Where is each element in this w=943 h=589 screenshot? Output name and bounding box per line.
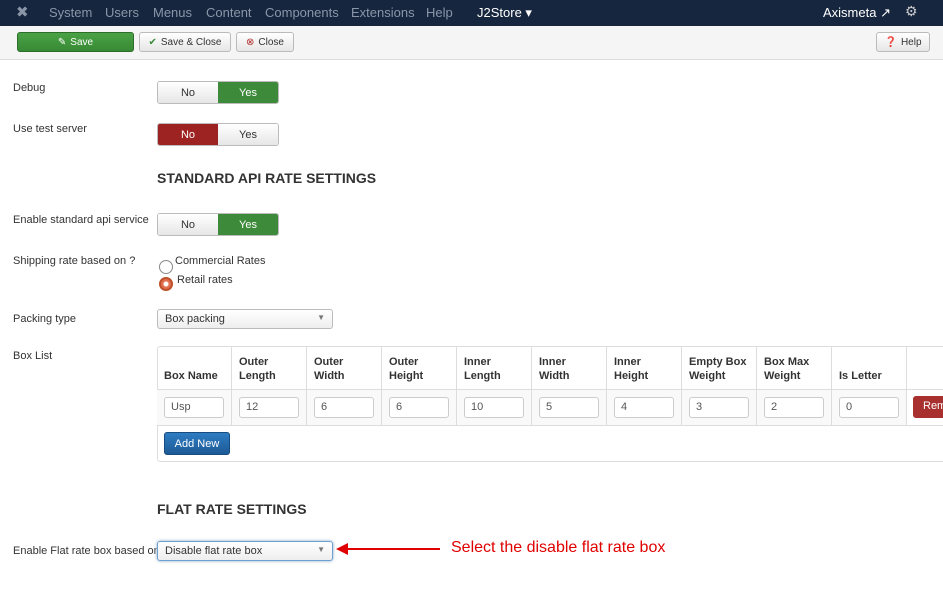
menu-menus[interactable]: Menus <box>153 5 193 20</box>
save-close-button[interactable]: ✔ Save & Close <box>139 32 231 52</box>
debug-no[interactable]: No <box>158 82 218 103</box>
menu-help[interactable]: Help <box>426 5 453 20</box>
commercial-radio[interactable] <box>159 260 173 274</box>
test-server-yes[interactable]: Yes <box>218 124 278 145</box>
debug-label: Debug <box>13 82 46 94</box>
debug-yes[interactable]: Yes <box>218 82 278 103</box>
menu-content[interactable]: Content <box>206 5 252 20</box>
retail-label: Retail rates <box>177 274 233 286</box>
annotation-arrow-icon <box>336 543 440 555</box>
inner-length-input[interactable] <box>464 396 524 418</box>
packing-select[interactable]: Box packing ▼ <box>157 309 333 329</box>
question-icon: ❓ <box>884 36 897 48</box>
enable-std-no[interactable]: No <box>158 214 218 235</box>
packing-label: Packing type <box>13 313 76 325</box>
box-table: Box Name Outer Length Outer Width Outer … <box>157 346 943 426</box>
enable-std-yes[interactable]: Yes <box>218 214 278 235</box>
box-max-weight-input[interactable] <box>764 396 824 418</box>
menu-components[interactable]: Components <box>265 5 339 20</box>
toolbar: ✎ Save ✔ Save & Close ⊗ Close ❓ Help <box>0 26 943 60</box>
col-header: Is Letter <box>831 346 907 390</box>
table-row: Remove <box>157 389 943 426</box>
test-server-toggle[interactable]: No Yes <box>157 123 279 146</box>
col-header: Inner Height <box>606 346 682 390</box>
empty-box-weight-input[interactable] <box>689 396 749 418</box>
col-header: Outer Length <box>231 346 307 390</box>
caret-down-icon: ▼ <box>317 313 325 322</box>
box-name-input[interactable] <box>164 396 224 418</box>
test-server-no[interactable]: No <box>158 124 218 145</box>
retail-radio[interactable] <box>159 277 173 291</box>
edit-icon: ✎ <box>57 36 67 48</box>
check-icon: ✔ <box>148 36 157 48</box>
close-button[interactable]: ⊗ Close <box>236 32 294 52</box>
rate-based-label: Shipping rate based on ? <box>13 255 136 267</box>
test-server-label: Use test server <box>13 123 87 135</box>
caret-down-icon: ▼ <box>317 545 325 554</box>
joomla-logo-icon[interactable]: ✖ <box>16 4 29 21</box>
annotation-text: Select the disable flat rate box <box>451 539 666 556</box>
flat-rate-select[interactable]: Disable flat rate box ▼ <box>157 541 333 561</box>
outer-length-input[interactable] <box>239 396 299 418</box>
top-navbar: ✖ System Users Menus Content Components … <box>0 0 943 26</box>
flat-rate-heading: FLAT RATE SETTINGS <box>157 501 307 517</box>
user-link[interactable]: Axismeta ↗ <box>823 5 891 20</box>
help-button[interactable]: ❓ Help <box>876 32 930 52</box>
close-icon: ⊗ <box>246 36 255 48</box>
menu-extensions[interactable]: Extensions <box>351 5 415 20</box>
save-button[interactable]: ✎ Save <box>17 32 134 52</box>
col-header: Empty Box Weight <box>681 346 757 390</box>
add-new-button[interactable]: Add New <box>164 432 230 455</box>
enable-std-toggle[interactable]: No Yes <box>157 213 279 236</box>
menu-users[interactable]: Users <box>105 5 139 20</box>
box-list-label: Box List <box>13 350 53 362</box>
outer-width-input[interactable] <box>314 396 374 418</box>
col-header: Inner Length <box>456 346 532 390</box>
standard-api-heading: STANDARD API RATE SETTINGS <box>157 170 377 186</box>
debug-toggle[interactable]: No Yes <box>157 81 279 104</box>
enable-std-label: Enable standard api service <box>13 214 149 226</box>
menu-j2store[interactable]: J2Store ▾ <box>477 5 532 20</box>
is-letter-input[interactable] <box>839 396 899 418</box>
inner-width-input[interactable] <box>539 396 599 418</box>
inner-height-input[interactable] <box>614 396 674 418</box>
col-header: Box Name <box>157 346 232 390</box>
menu-system[interactable]: System <box>49 5 93 20</box>
flat-rate-label: Enable Flat rate box based on <box>13 545 160 557</box>
col-header: Outer Width <box>306 346 382 390</box>
col-header: Inner Width <box>531 346 607 390</box>
col-header: Box Max Weight <box>756 346 832 390</box>
remove-button[interactable]: Remove <box>913 396 943 418</box>
commercial-label: Commercial Rates <box>175 255 266 267</box>
col-header: Outer Height <box>381 346 457 390</box>
gear-icon[interactable]: ⚙ <box>905 3 918 19</box>
outer-height-input[interactable] <box>389 396 449 418</box>
